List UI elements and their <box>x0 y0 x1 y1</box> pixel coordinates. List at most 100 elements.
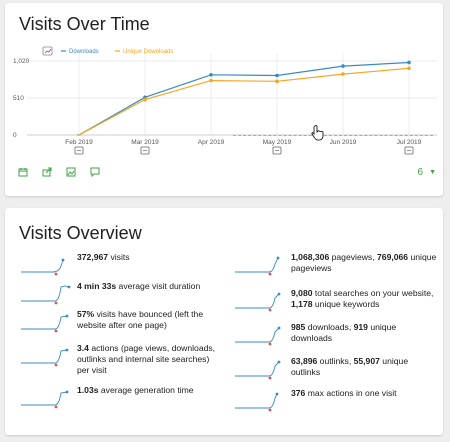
sparkline-path <box>21 391 68 406</box>
metric-visits[interactable]: 372,967 visits <box>19 252 219 280</box>
widget-title: Visits Over Time <box>19 14 150 34</box>
sparkline-min-point <box>54 363 58 367</box>
sparkline[interactable] <box>233 356 288 384</box>
period-select[interactable]: 6 ▼ <box>418 167 437 178</box>
sparkline-min-point <box>54 405 58 409</box>
metric-label: unique outlinks <box>291 356 409 377</box>
sparkline[interactable] <box>233 388 288 416</box>
x-axis: Feb 2019 Mar 2019 Apr 2019 May 2019 Jun 2019… <box>65 139 422 155</box>
chart-legend: Downloads Unique Downloads <box>61 49 173 55</box>
y-axis: 1,020 510 0 <box>13 58 30 139</box>
sparkline-max-point <box>61 258 65 262</box>
metric-text: 3.4 actions (page views, downloads, outl… <box>77 343 219 376</box>
visits-overview-widget: Visits Overview <box>5 208 443 435</box>
export-icon[interactable] <box>42 167 52 177</box>
metric-value: 9,080 <box>291 288 313 298</box>
data-point[interactable] <box>209 72 213 77</box>
metric-label: unique downloads <box>291 322 397 343</box>
sparkline[interactable] <box>19 281 74 309</box>
visits-over-time-widget: Visits Over Time Downloads Unique Downlo… <box>5 3 443 196</box>
metric-pageviews[interactable]: 1,068,306 pageviews, 769,066 unique page… <box>233 252 438 280</box>
sparkline-min-point <box>268 272 272 276</box>
series-line-downloads <box>77 61 410 136</box>
annotation-icon[interactable] <box>140 146 150 155</box>
sparkline-min-point <box>54 329 58 333</box>
metric-text: 1.03s average generation time <box>77 385 194 396</box>
calendar-icon[interactable] <box>18 167 28 177</box>
metric-bounce-rate[interactable]: 57% visits have bounced (left the websit… <box>19 309 219 337</box>
sparkline[interactable] <box>233 252 288 280</box>
sparkline-path <box>235 393 278 409</box>
metric-text: 9,080 total searches on your website, 1,… <box>291 288 438 310</box>
metric-text: 63,896 outlinks, 55,907 unique outlinks <box>291 356 438 378</box>
metric-value: 1,068,306 <box>291 252 330 262</box>
sparkline-path <box>235 327 280 343</box>
metric-searches[interactable]: 9,080 total searches on your website, 1,… <box>233 288 438 316</box>
chevron-down-icon: ▼ <box>429 169 436 176</box>
sparkline-min-point <box>268 408 272 412</box>
y-tick-label: 0 <box>13 132 17 139</box>
sparkline-max-point <box>67 285 71 289</box>
sparkline-max-point <box>65 348 69 352</box>
sparkline-path <box>21 315 68 330</box>
data-point[interactable] <box>143 97 147 102</box>
metric-label: max actions in one visit <box>305 388 397 398</box>
metric-value: 3.4 <box>77 343 89 353</box>
sparkline[interactable] <box>233 322 288 350</box>
annotation-icon[interactable] <box>272 146 282 155</box>
metric-label: visits have bounced (left the website af… <box>77 309 204 330</box>
metric-downloads[interactable]: 985 downloads, 919 unique downloads <box>233 322 438 350</box>
sparkline-path <box>21 349 68 364</box>
sparkline[interactable] <box>19 385 74 413</box>
data-point[interactable] <box>341 64 345 68</box>
x-tick-label: Jun 2019 <box>330 139 357 146</box>
annotation-icon[interactable] <box>74 146 84 155</box>
sparkline[interactable] <box>19 309 74 337</box>
metric-value: 769,066 <box>377 252 409 262</box>
x-tick-label: May 2019 <box>263 139 292 146</box>
metric-label: total searches on your website, <box>312 288 434 298</box>
data-point[interactable] <box>407 60 411 65</box>
divider <box>233 135 433 136</box>
annotations-toggle-icon[interactable] <box>90 167 100 178</box>
metric-outlinks[interactable]: 63,896 outlinks, 55,907 unique outlinks <box>233 356 438 384</box>
chart-type-icon[interactable] <box>42 46 53 56</box>
metric-avg-visit-duration[interactable]: 4 min 33s average visit duration <box>19 281 219 309</box>
metric-value: 4 min 33s <box>77 281 117 291</box>
metric-value: 63,896 <box>291 356 318 366</box>
data-point[interactable] <box>275 79 279 84</box>
legend-unique-downloads[interactable]: Unique Downloads <box>123 49 173 55</box>
sparkline[interactable] <box>19 252 74 280</box>
metric-value: 1.03s <box>77 385 99 395</box>
metric-label: outlinks, <box>317 356 354 366</box>
metric-value: 55,907 <box>353 356 380 366</box>
sparkline-max-point <box>275 392 279 396</box>
metric-generation-time[interactable]: 1.03s average generation time <box>19 385 219 413</box>
metric-max-actions[interactable]: 376 max actions in one visit <box>233 388 438 416</box>
metric-actions-per-visit[interactable]: 3.4 actions (page views, downloads, outl… <box>19 343 219 376</box>
sparkline-path <box>235 361 280 377</box>
metric-value: 372,967 <box>77 252 109 262</box>
image-icon[interactable] <box>66 167 76 177</box>
y-tick-label: 510 <box>13 95 24 102</box>
sparkline[interactable] <box>19 343 74 371</box>
data-point[interactable] <box>341 72 345 76</box>
metric-text: 1,068,306 pageviews, 769,066 unique page… <box>291 252 438 274</box>
metric-label: unique keywords <box>312 299 380 309</box>
data-point[interactable] <box>209 78 213 83</box>
sparkline-path <box>235 257 279 273</box>
series-line-unique-downloads <box>77 67 410 136</box>
widget-title: Visits Overview <box>19 223 142 243</box>
metric-label: downloads, <box>305 322 354 332</box>
sparkline-min-point <box>54 272 58 276</box>
sparkline-max-point <box>65 314 69 318</box>
sparkline-max-point <box>277 292 281 296</box>
legend-downloads[interactable]: Downloads <box>69 49 99 55</box>
data-point[interactable] <box>407 66 411 71</box>
sparkline[interactable] <box>233 288 288 316</box>
data-point[interactable] <box>275 73 279 78</box>
annotation-icon[interactable] <box>404 146 414 155</box>
x-tick-label: Apr 2019 <box>198 139 225 146</box>
metric-value: 1,178 <box>291 299 313 309</box>
metric-label: average generation time <box>98 385 194 395</box>
